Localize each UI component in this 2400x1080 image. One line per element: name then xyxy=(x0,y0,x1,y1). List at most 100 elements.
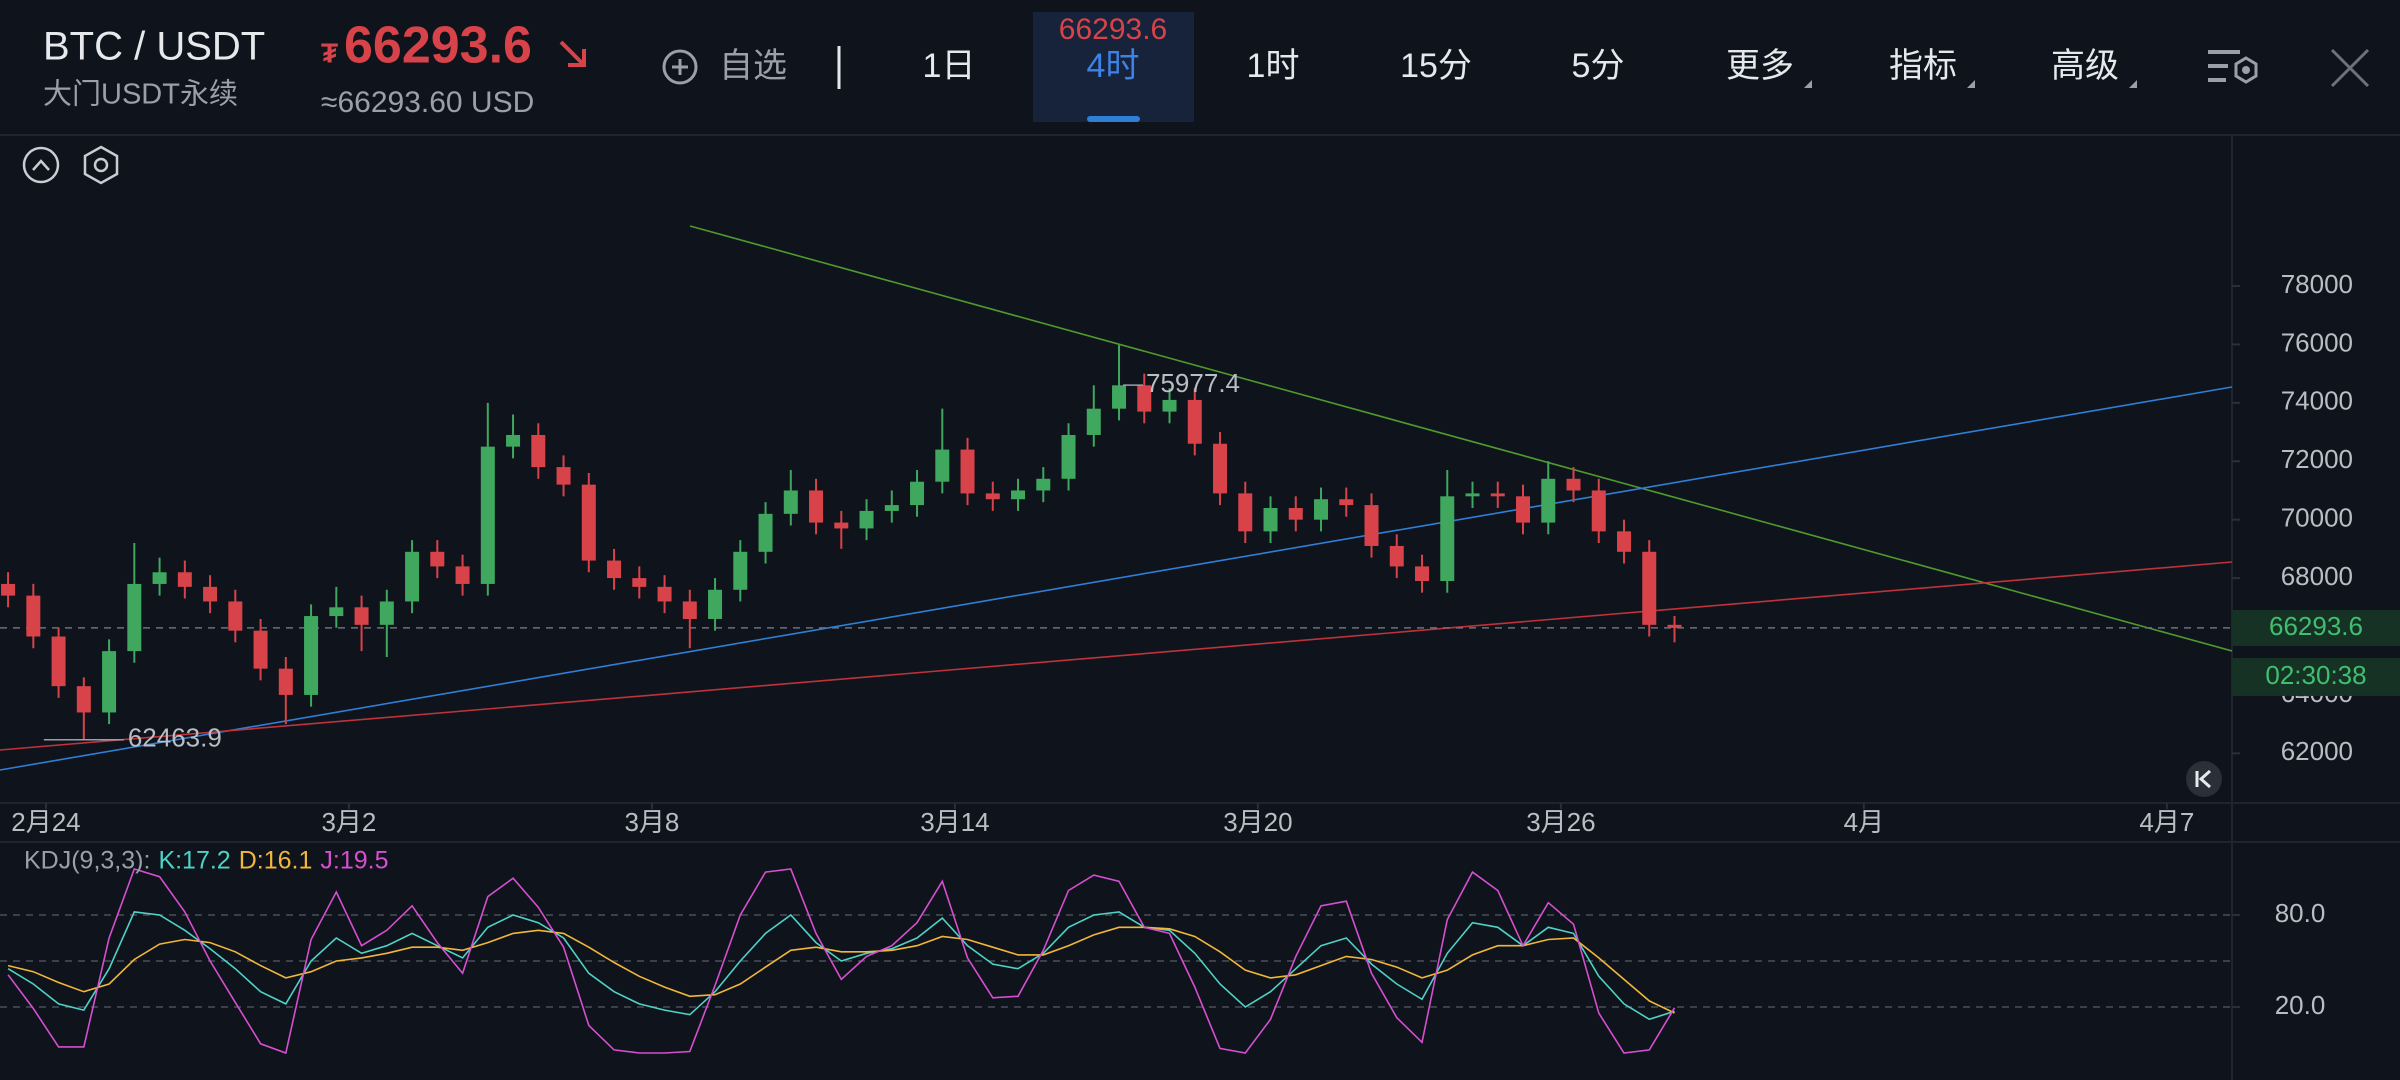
candle-body xyxy=(1490,493,1505,497)
candle-body xyxy=(253,630,268,669)
tab-price: 66293.6 xyxy=(1059,13,1167,46)
tab[interactable]: 1日 xyxy=(923,47,976,85)
y-tick-label: 70000 xyxy=(2281,503,2353,533)
tab-label: 指标 xyxy=(1889,47,1957,85)
candle-body xyxy=(1,583,16,596)
tabs: 1日 66293.64时 1时 15分 5分 更多 指标 高级 xyxy=(923,12,2137,122)
candle-body xyxy=(480,446,495,584)
tab-dropdown xyxy=(2129,80,2137,88)
watch-button[interactable]: 自选 xyxy=(662,47,787,85)
candle-body xyxy=(1541,478,1556,523)
chart-settings-icon[interactable] xyxy=(83,145,119,185)
price-plot xyxy=(0,345,2232,740)
tab[interactable]: 5分 xyxy=(1572,47,1625,85)
candle-body xyxy=(304,616,319,695)
x-tick-label: 3月8 xyxy=(624,807,679,837)
plus-icon xyxy=(662,49,698,85)
candle-body xyxy=(783,490,798,514)
candle-body xyxy=(379,601,394,625)
red-trend-line xyxy=(0,561,2232,751)
candle-body xyxy=(884,505,899,511)
candle-body xyxy=(1263,507,1278,532)
hexagon xyxy=(83,145,119,185)
candle-body xyxy=(26,595,41,637)
candle-body xyxy=(177,572,192,587)
candle-body xyxy=(430,551,445,567)
candle-body xyxy=(1288,507,1303,520)
close-icon[interactable] xyxy=(2330,48,2370,88)
candle-body xyxy=(1440,496,1455,582)
candle-body xyxy=(733,551,748,590)
candle-body xyxy=(531,434,546,468)
candle-body xyxy=(1415,566,1430,582)
market: 大门USDT永续 xyxy=(43,78,238,111)
y-tick-label: 76000 xyxy=(2281,327,2353,357)
tab[interactable]: 高级 xyxy=(2051,47,2137,88)
candle-body xyxy=(1213,443,1228,494)
y-tick-label: 68000 xyxy=(2281,561,2353,591)
candle-body xyxy=(834,522,849,529)
down-arrow xyxy=(559,40,586,67)
y-tick-label: 20.0 xyxy=(2275,990,2326,1020)
candle-body xyxy=(1112,385,1127,409)
collapse-icon[interactable] xyxy=(22,146,60,184)
jump-glyph xyxy=(2195,769,2211,789)
tab-dropdown xyxy=(1967,80,1975,88)
candle-body xyxy=(1011,490,1026,500)
indicator-value: J:19.5 xyxy=(320,847,388,875)
price-badge xyxy=(2232,609,2400,646)
tab[interactable]: 更多 xyxy=(1726,47,1812,88)
jump-latest-button[interactable] xyxy=(2186,761,2222,797)
candle-body xyxy=(1642,551,1657,625)
candle-body xyxy=(1086,408,1101,435)
tab-highlight xyxy=(1033,12,1194,122)
header: BTC / USDT 大门USDT永续 ₮ 66293.6 ≈66293.60 … xyxy=(0,12,2400,136)
candle-body xyxy=(1238,493,1253,532)
candle-body xyxy=(203,586,218,602)
watch-label: 自选 xyxy=(719,47,787,85)
indicator-value: K:17.2 xyxy=(158,847,230,875)
jump-circle xyxy=(2186,761,2222,797)
tab-underline xyxy=(1087,116,1140,122)
y-tick-label: 72000 xyxy=(2281,444,2353,474)
y-tick-label: 78000 xyxy=(2281,269,2353,299)
x-tick-label: 3月26 xyxy=(1526,807,1595,837)
candle-body xyxy=(1339,499,1354,506)
candle-body xyxy=(405,551,420,602)
x-tick-label: 3月2 xyxy=(321,807,376,837)
candle-body xyxy=(1667,624,1682,628)
tab-label: 更多 xyxy=(1726,47,1794,85)
low-label: 62463.9 xyxy=(128,723,222,753)
candle-body xyxy=(329,607,344,617)
y-tick-label: 80.0 xyxy=(2275,898,2326,928)
candle-body xyxy=(910,481,925,506)
tab-label: 4时 xyxy=(1087,47,1140,85)
high-label: 75977.4 xyxy=(1146,368,1240,398)
candle-body xyxy=(354,607,369,625)
tab[interactable]: 15分 xyxy=(1400,47,1472,85)
candle-body xyxy=(127,583,142,652)
candle-body xyxy=(682,601,697,619)
tab-label: 5分 xyxy=(1572,47,1625,85)
tab-dropdown xyxy=(1804,80,1812,88)
candle-body xyxy=(1187,399,1202,444)
candle-body xyxy=(935,449,950,482)
candle-body xyxy=(278,668,293,695)
settings-icon[interactable] xyxy=(2208,50,2258,84)
overlays: 75977.4 62463.9 KDJ(9,3,3): K:17.2 D:16.1 J:1… xyxy=(24,368,2400,875)
candle-body xyxy=(809,490,824,523)
tab[interactable]: 1时 xyxy=(1247,47,1300,85)
candle-body xyxy=(632,578,647,587)
candle-body xyxy=(657,586,672,602)
candle-body xyxy=(1137,385,1152,412)
tab[interactable]: 66293.64时 xyxy=(1033,12,1194,122)
candle-body xyxy=(1566,478,1581,491)
tab[interactable]: 指标 xyxy=(1889,47,1975,88)
y-tick-label: 62000 xyxy=(2281,736,2353,766)
x-tick-label: 3月14 xyxy=(920,807,989,837)
candle-body xyxy=(1389,545,1404,567)
candle-body xyxy=(1364,505,1379,546)
countdown-label: 02:30:38 xyxy=(2265,660,2366,690)
